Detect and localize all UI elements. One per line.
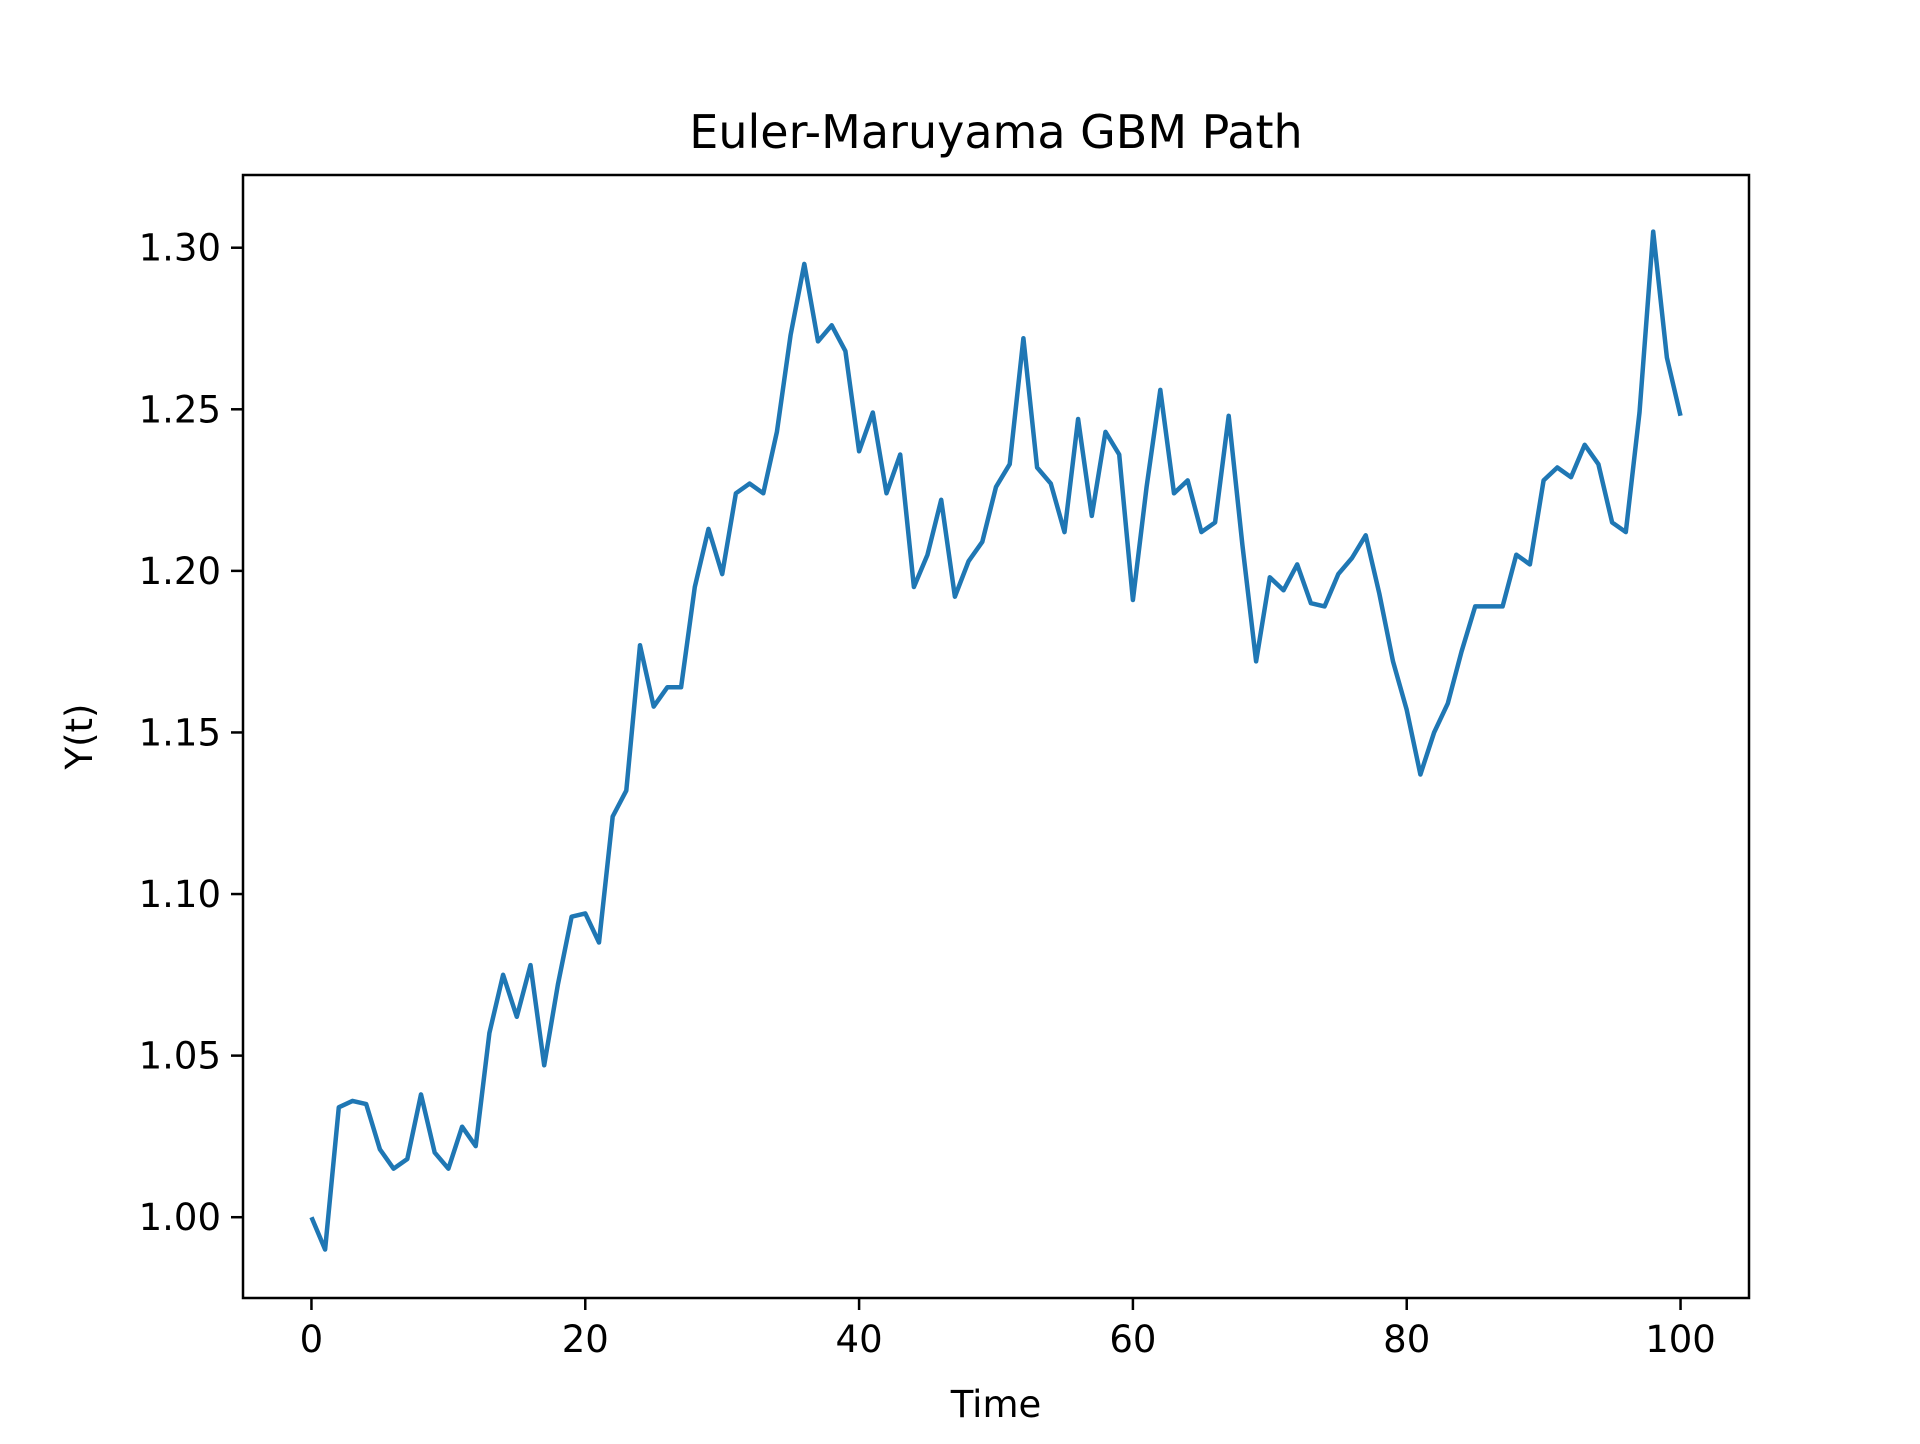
y-tick-label: 1.20	[139, 550, 221, 593]
y-tick-label: 1.00	[139, 1196, 221, 1239]
y-tick-label: 1.15	[139, 711, 221, 754]
series-line	[309, 229, 1683, 1252]
x-tick-label: 20	[562, 1318, 609, 1361]
plot-area	[309, 229, 1683, 1252]
x-tick-label: 100	[1645, 1318, 1716, 1361]
y-tick-label: 1.10	[139, 873, 221, 916]
x-axis-label: Time	[950, 1383, 1042, 1426]
x-tick-label: 0	[300, 1318, 324, 1361]
x-tick-label: 80	[1383, 1318, 1430, 1361]
y-tick-label: 1.25	[139, 388, 221, 431]
x-tick-label: 60	[1109, 1318, 1156, 1361]
axes-frame	[241, 173, 1751, 1300]
x-tick-label: 40	[836, 1318, 883, 1361]
axis-ticks: 0 20 40 60 80 100 1.00 1.05 1.10 1.15 1.20 1.25 1.30	[139, 227, 1716, 1361]
y-tick-label: 1.05	[139, 1035, 221, 1078]
y-axis-label: Y(t)	[58, 704, 101, 771]
chart-title: Euler-Maruyama GBM Path	[689, 105, 1302, 159]
y-tick-label: 1.30	[139, 227, 221, 270]
